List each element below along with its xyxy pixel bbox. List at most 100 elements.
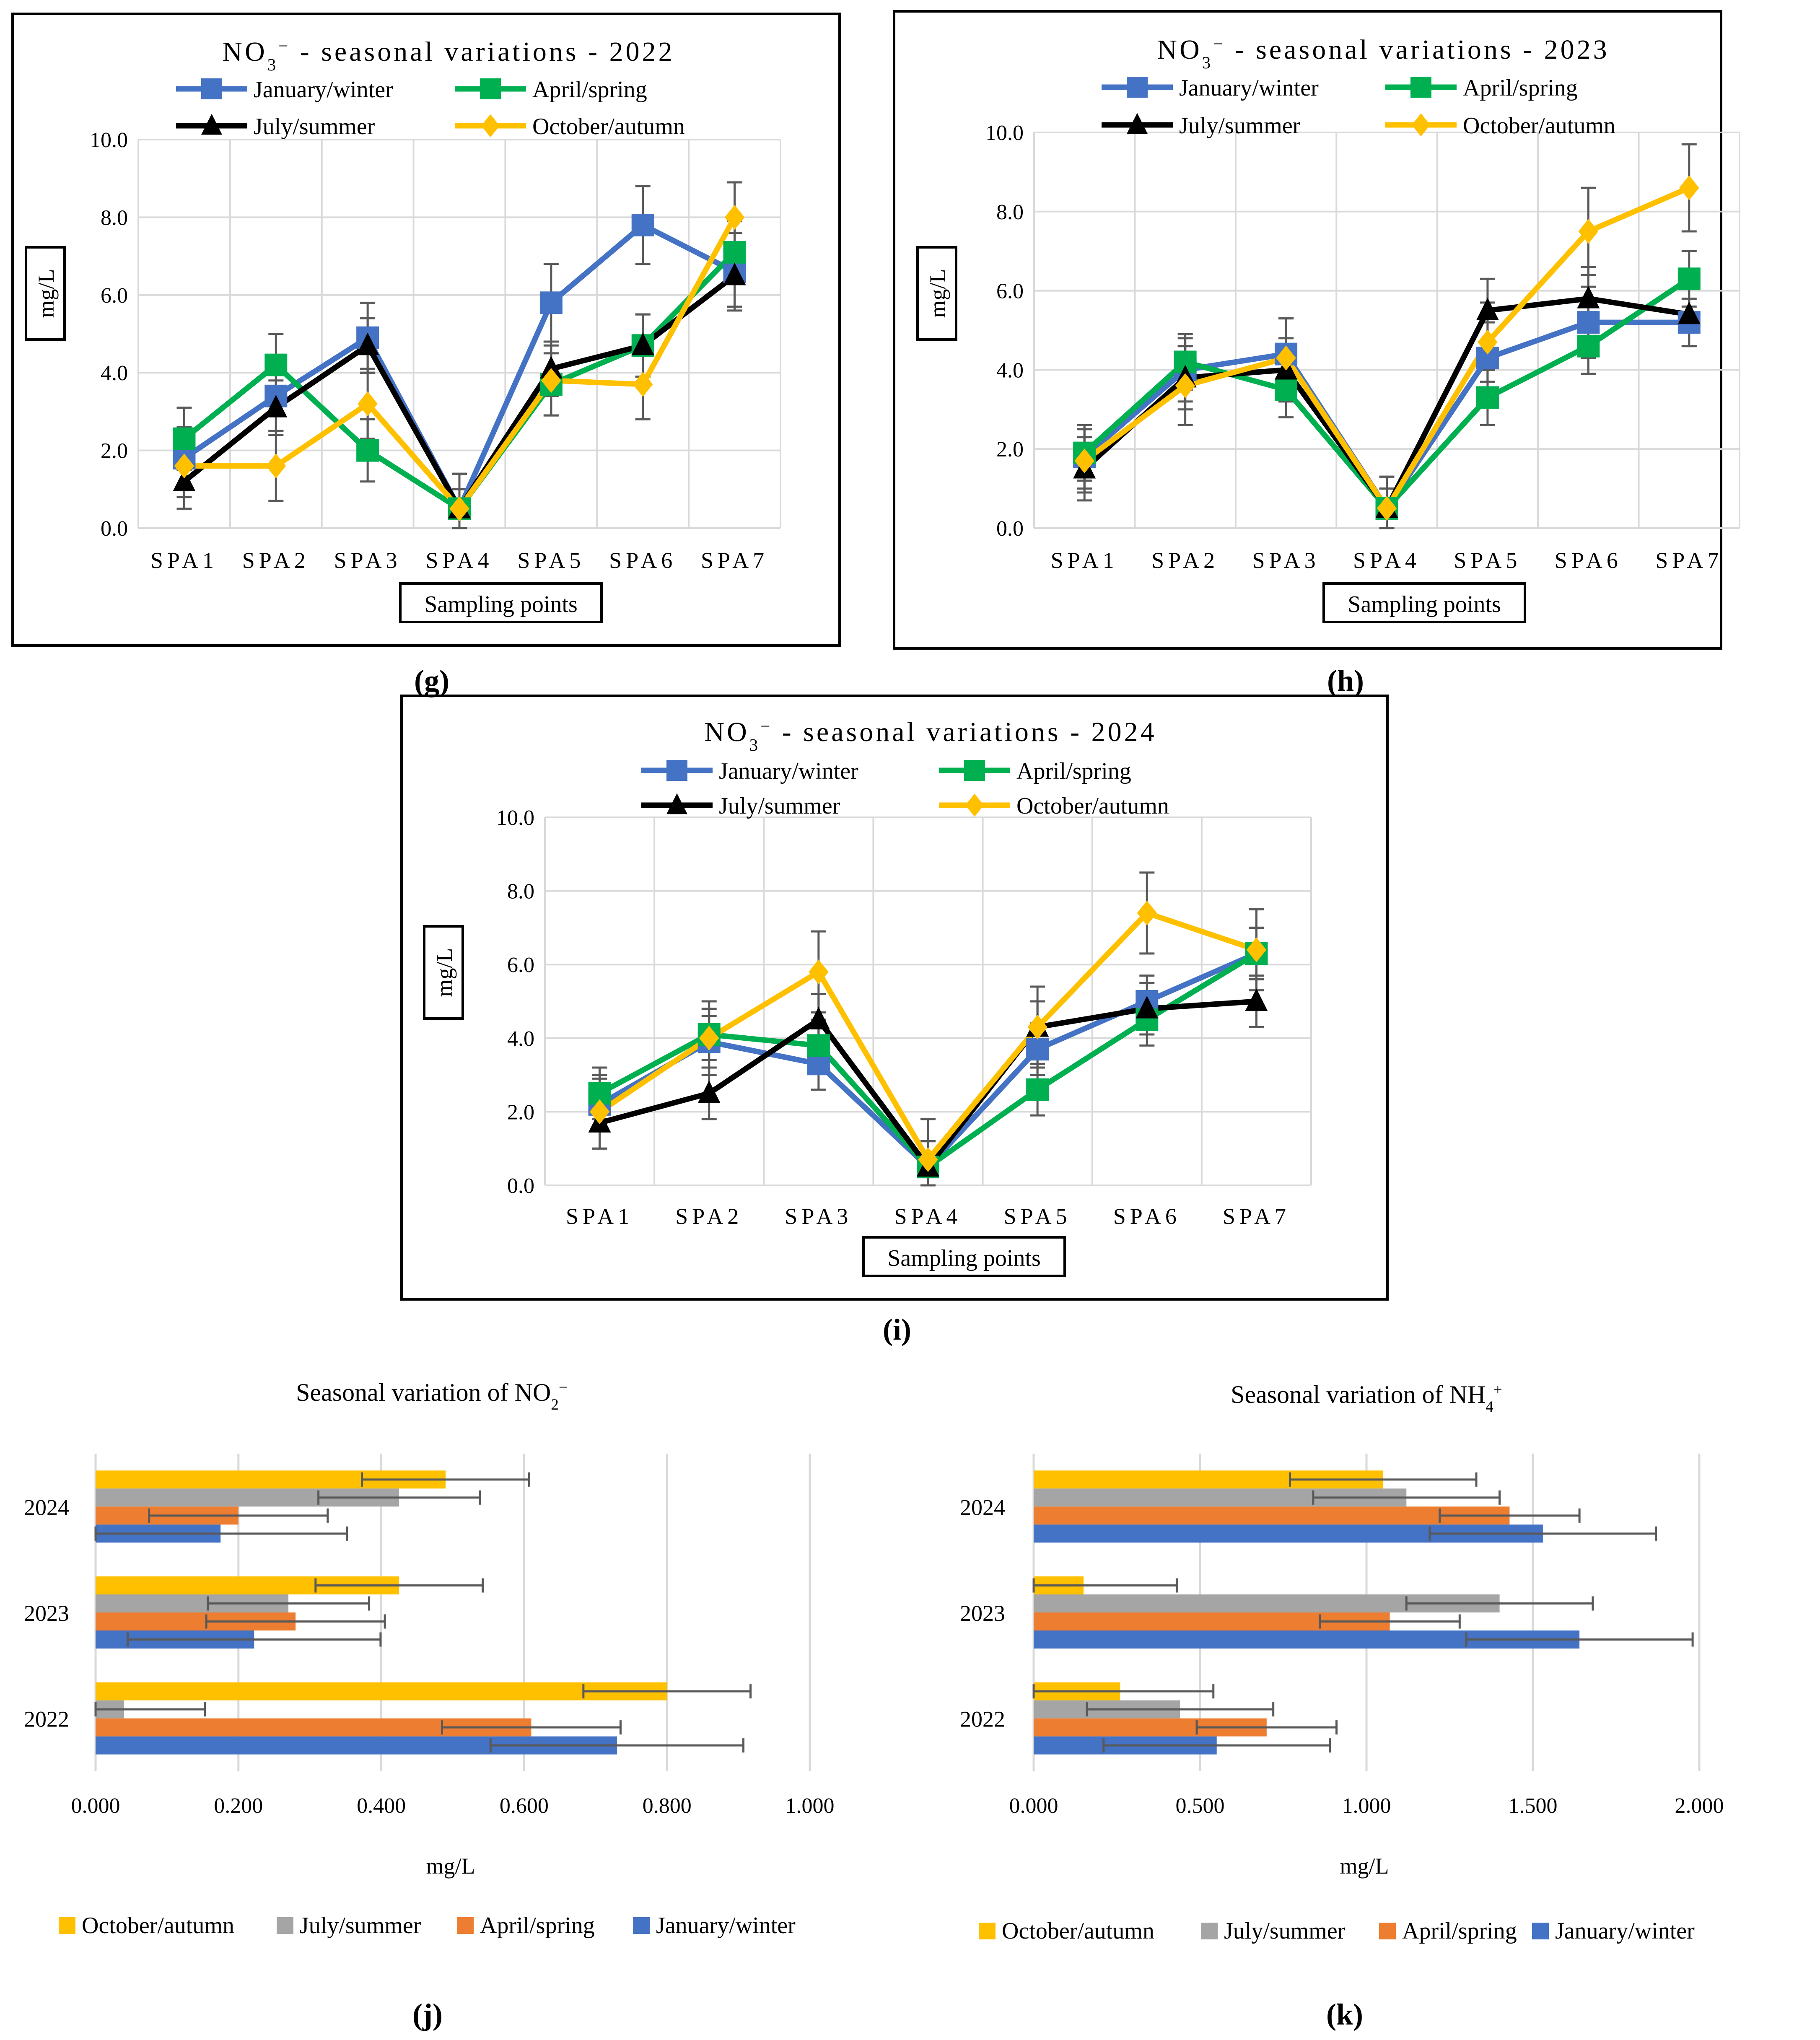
y-tick-label: 2023 (24, 1601, 69, 1626)
legend-marker-winter (1127, 77, 1148, 98)
data-point-summer (264, 394, 288, 417)
legend-label-bar_autumn: October/autumn (82, 1913, 234, 1939)
x-tick-label: SPA7 (1655, 548, 1723, 573)
x-tick-label: SPA3 (334, 548, 402, 573)
y-axis-label: mg/L (25, 246, 66, 341)
data-point-autumn (589, 1099, 610, 1125)
y-tick-label: 10.0 (496, 806, 534, 830)
chart-i: NO3− - seasonal variations - 2024 0.0 2.0 4… (423, 717, 1312, 1277)
data-point-summer (723, 262, 746, 285)
panel-label-k: (k) (1326, 1998, 1363, 2031)
chart-title: NO3− - seasonal variations - 2024 (704, 717, 1156, 754)
chart-j: Seasonal variation of NO2− 0.000 0.200 0.40… (24, 1379, 835, 1939)
y-axis-label-text: mg/L (432, 948, 457, 997)
data-point-summer (356, 332, 379, 355)
legend-label-bar_autumn: October/autumn (1002, 1918, 1154, 1944)
x-tick-label: SPA1 (566, 1204, 633, 1229)
panel-label-i: (i) (883, 1313, 911, 1346)
data-point-winter (631, 213, 654, 236)
x-tick-label: 0.600 (500, 1794, 549, 1818)
x-tick-label: SPA2 (242, 548, 310, 573)
x-tick-label: SPA3 (785, 1204, 852, 1229)
data-point-winter (539, 291, 563, 314)
y-tick-label: 6.0 (507, 953, 534, 977)
y-axis-label-text: mg/L (925, 269, 950, 318)
data-point-spring (264, 353, 288, 376)
x-tick-label: 0.400 (357, 1794, 406, 1818)
data-point-autumn (724, 205, 745, 230)
x-tick-label: SPA5 (1454, 548, 1521, 573)
legend-label-bar_winter: January/winter (1555, 1918, 1695, 1944)
legend-label-summer: July/summer (1179, 113, 1301, 139)
data-point-summer (1677, 301, 1701, 324)
y-tick-label: 8.0 (507, 880, 534, 904)
chart-h: NO3− - seasonal variations - 2023 0.0 2.0 4… (916, 34, 1740, 623)
chart-k: Seasonal variation of NH4+ 0.000 0.500 1.00… (960, 1381, 1724, 1944)
y-tick-label: 4.0 (101, 361, 128, 385)
legend-label-spring: April/spring (1463, 75, 1578, 101)
data-point-autumn (1578, 219, 1599, 244)
y-tick-label: 0.0 (996, 517, 1024, 541)
y-tick-label: 2024 (960, 1495, 1005, 1520)
data-point-summer (807, 1007, 830, 1029)
x-axis-label-box (862, 1236, 1066, 1277)
legend-label-autumn: October/autumn (1463, 113, 1615, 139)
y-tick-label: 4.0 (507, 1027, 534, 1051)
legend-marker-autumn (1412, 113, 1430, 137)
y-tick-label: 8.0 (101, 206, 128, 230)
data-point-autumn (541, 368, 561, 393)
y-tick-label: 4.0 (996, 358, 1024, 382)
x-tick-label: 0.800 (643, 1794, 692, 1818)
x-tick-label: 0.500 (1176, 1794, 1225, 1818)
x-tick-label: 1.000 (786, 1794, 835, 1818)
data-point-spring (807, 1034, 830, 1057)
legend-label-winter: January/winter (254, 77, 393, 103)
legend-marker-winter (201, 78, 222, 99)
data-point-summer (631, 332, 654, 355)
data-point-autumn (1074, 448, 1094, 474)
data-point-autumn (699, 1026, 719, 1051)
x-axis-label: mg/L (426, 1853, 475, 1879)
x-tick-label: SPA6 (609, 548, 677, 573)
y-axis-label-text: mg/L (34, 269, 59, 318)
x-axis-label: Sampling points (1348, 591, 1501, 617)
legend-marker-spring (480, 78, 501, 99)
x-tick-label: SPA7 (701, 548, 768, 573)
legend-label-spring: April/spring (532, 77, 647, 103)
data-point-autumn (1027, 1014, 1047, 1040)
legend-swatch-bar_summer (1201, 1923, 1218, 1939)
legend-marker-summer (1127, 113, 1148, 134)
data-point-autumn (1137, 900, 1157, 925)
data-point-spring (1026, 1078, 1049, 1101)
legend-marker-autumn (965, 793, 984, 817)
legend-swatch-bar_spring (1379, 1923, 1396, 1939)
x-tick-label: SPA4 (1353, 548, 1421, 573)
y-axis-label: mg/L (916, 246, 957, 341)
data-point-spring (1677, 267, 1701, 290)
legend-label-winter: January/winter (1179, 75, 1319, 101)
x-tick-label: SPA1 (1051, 548, 1118, 573)
data-point-autumn (1276, 345, 1296, 371)
y-tick-label: 10.0 (985, 121, 1024, 145)
bar-bar_autumn (96, 1682, 667, 1700)
data-point-autumn (1377, 496, 1397, 521)
y-tick-label: 6.0 (996, 280, 1024, 303)
data-point-autumn (1246, 937, 1267, 962)
legend-label-bar_summer: July/summer (300, 1913, 421, 1939)
legend-swatch-bar_autumn (59, 1917, 75, 1934)
data-point-spring (1476, 386, 1499, 409)
legend-label-autumn: October/autumn (1016, 793, 1169, 819)
x-tick-label: SPA4 (425, 548, 493, 573)
legend-swatch-bar_summer (277, 1917, 293, 1934)
x-axis-label-box (1322, 582, 1526, 623)
x-axis-label: Sampling points (424, 591, 578, 617)
data-point-winter (1026, 1038, 1049, 1061)
data-point-autumn (633, 372, 653, 397)
data-point-summer (1577, 285, 1600, 308)
panel-label-j: (j) (412, 1998, 443, 2031)
data-point-autumn (1175, 373, 1195, 398)
legend-marker-winter (666, 760, 687, 781)
y-tick-label: 2.0 (101, 439, 128, 463)
y-tick-label: 0.0 (507, 1174, 534, 1198)
legend-label-winter: January/winter (719, 758, 858, 784)
